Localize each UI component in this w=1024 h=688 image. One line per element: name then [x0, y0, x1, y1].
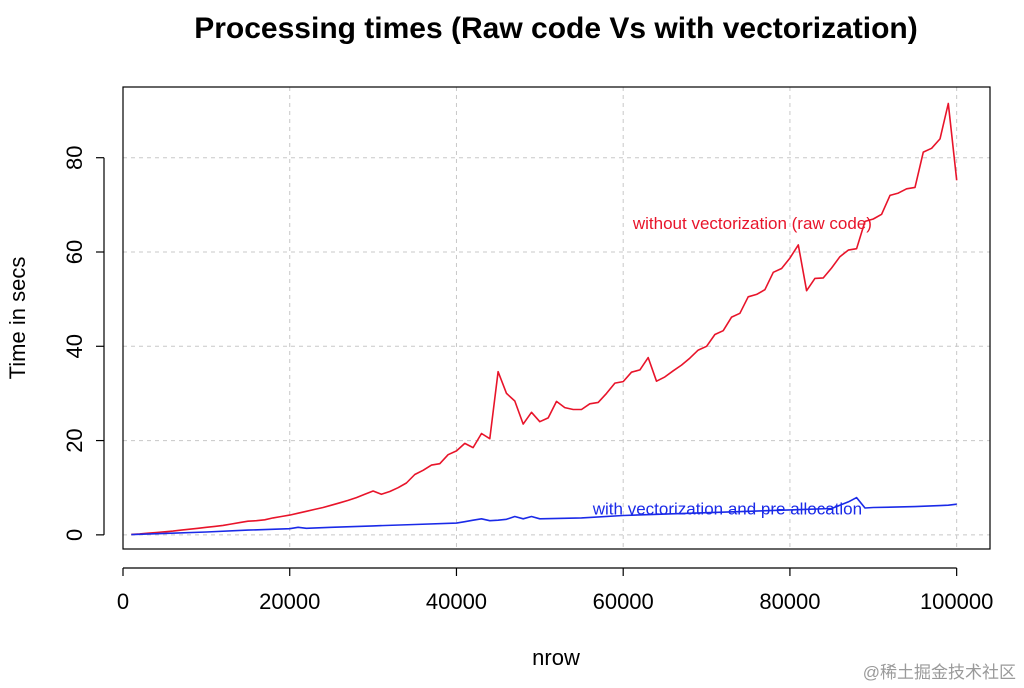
x-tick-label: 20000 [259, 589, 320, 614]
y-tick-label: 0 [62, 529, 87, 541]
vectorized-series-line [131, 496, 957, 536]
x-tick-label: 100000 [920, 589, 993, 614]
y-tick-label: 40 [62, 334, 87, 358]
raw-code-series-label: without vectorization (raw code) [632, 214, 872, 233]
raw-code-series-line [131, 102, 958, 536]
series-lines [131, 102, 958, 536]
watermark-text: @稀土掘金技术社区 [863, 663, 1016, 682]
x-tick-label: 0 [117, 589, 129, 614]
plot-frame [122, 86, 991, 550]
y-axis: 0 20 40 60 80 [62, 145, 105, 541]
x-axis: 0 20000 40000 60000 80000 100000 [117, 567, 993, 614]
series-annotations: without vectorization (raw code) with vec… [592, 214, 872, 519]
grid-lines [122, 87, 990, 549]
x-tick-label: 60000 [593, 589, 654, 614]
y-tick-label: 20 [62, 428, 87, 452]
x-axis-label: nrow [532, 645, 580, 670]
y-tick-label: 80 [62, 145, 87, 169]
y-axis-label: Time in secs [5, 257, 30, 380]
x-tick-label: 80000 [759, 589, 820, 614]
x-tick-label: 40000 [426, 589, 487, 614]
y-tick-label: 60 [62, 240, 87, 264]
chart-title: Processing times (Raw code Vs with vecto… [194, 12, 918, 45]
vectorized-series-label: with vectorization and pre allocation [592, 499, 862, 518]
